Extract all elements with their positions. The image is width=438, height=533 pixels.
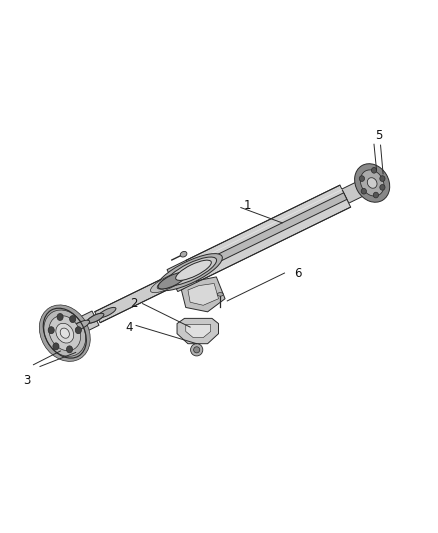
Ellipse shape xyxy=(359,176,364,181)
Ellipse shape xyxy=(373,192,378,198)
Text: 4: 4 xyxy=(126,321,133,334)
Ellipse shape xyxy=(173,264,203,281)
Ellipse shape xyxy=(380,184,385,190)
Text: 2: 2 xyxy=(130,297,138,310)
Ellipse shape xyxy=(157,272,187,289)
Ellipse shape xyxy=(166,257,216,285)
Text: 1: 1 xyxy=(244,199,251,212)
Ellipse shape xyxy=(176,260,212,280)
Ellipse shape xyxy=(177,263,206,280)
Polygon shape xyxy=(167,260,197,292)
Text: 6: 6 xyxy=(294,266,301,279)
Ellipse shape xyxy=(367,177,377,188)
Ellipse shape xyxy=(87,313,104,323)
Ellipse shape xyxy=(361,188,367,194)
Ellipse shape xyxy=(48,327,54,334)
Ellipse shape xyxy=(380,176,385,181)
Ellipse shape xyxy=(355,164,390,202)
Ellipse shape xyxy=(75,327,81,334)
Ellipse shape xyxy=(39,305,90,361)
Ellipse shape xyxy=(87,313,104,323)
Ellipse shape xyxy=(165,268,195,285)
Ellipse shape xyxy=(371,167,377,173)
Ellipse shape xyxy=(56,324,74,343)
Text: 3: 3 xyxy=(23,374,31,386)
Ellipse shape xyxy=(166,265,202,285)
Ellipse shape xyxy=(151,272,187,293)
Ellipse shape xyxy=(60,328,69,338)
Polygon shape xyxy=(177,318,219,344)
Ellipse shape xyxy=(70,316,76,322)
Ellipse shape xyxy=(44,310,86,357)
Ellipse shape xyxy=(157,254,223,290)
Circle shape xyxy=(194,347,200,353)
Ellipse shape xyxy=(217,293,223,296)
Ellipse shape xyxy=(158,272,187,289)
Ellipse shape xyxy=(49,316,81,351)
Polygon shape xyxy=(186,185,351,282)
Ellipse shape xyxy=(57,313,63,320)
Polygon shape xyxy=(342,178,372,203)
Polygon shape xyxy=(65,311,99,338)
Circle shape xyxy=(191,344,203,356)
Ellipse shape xyxy=(98,308,116,318)
Ellipse shape xyxy=(71,320,90,331)
Polygon shape xyxy=(190,193,347,274)
Polygon shape xyxy=(188,284,219,305)
Ellipse shape xyxy=(180,252,187,257)
Polygon shape xyxy=(95,275,175,322)
Ellipse shape xyxy=(53,343,59,350)
Polygon shape xyxy=(186,325,211,337)
Ellipse shape xyxy=(158,269,194,289)
Polygon shape xyxy=(181,277,225,312)
Text: 5: 5 xyxy=(374,129,382,142)
Ellipse shape xyxy=(61,323,84,336)
Ellipse shape xyxy=(360,170,384,196)
Ellipse shape xyxy=(67,346,73,353)
